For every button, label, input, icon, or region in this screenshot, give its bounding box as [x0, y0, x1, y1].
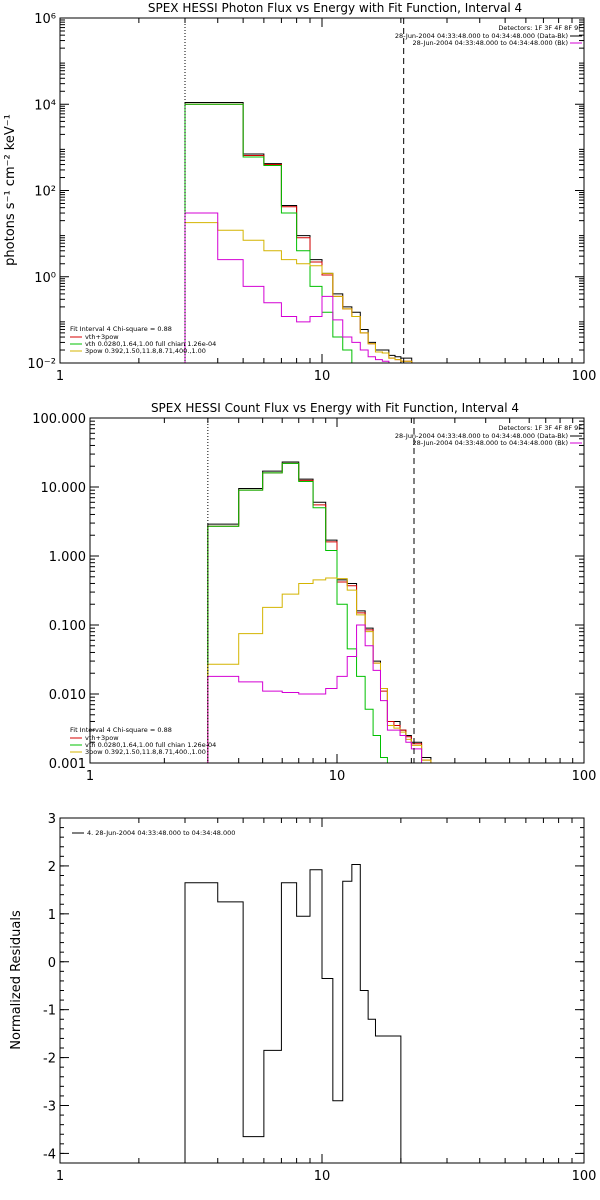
plot-frame — [89, 417, 585, 764]
count-flux-chart: SPEX HESSI Count Flux vs Energy with Fit… — [32, 401, 596, 784]
x-tick-label: 10 — [314, 1169, 331, 1184]
series-lines — [184, 101, 422, 364]
y-tick-label: -3 — [43, 1100, 56, 1115]
x-tick-label: 1 — [56, 369, 64, 384]
y-tick-label: 100.000 — [32, 412, 86, 427]
legend-entry-data: 28-Jun-2004 04:33:48.000 to 04:34:48.000… — [395, 32, 568, 40]
y-tick-label: 10.000 — [41, 481, 87, 496]
fit-entry: vth+3pow — [85, 734, 119, 742]
y-axis-label: Normalized Residuals — [9, 910, 24, 1050]
series-line-vth-3pow — [207, 462, 432, 763]
legend-header: Detectors: 1F 3F 4F 8F 9F — [498, 24, 582, 32]
series-line-4 — [184, 863, 402, 1163]
x-tick-label: 100 — [572, 769, 597, 784]
plot-frame — [59, 817, 585, 1164]
x-tick-label: 1 — [56, 1169, 64, 1184]
fit-legend: Fit Interval 4 Chi-square = 0.88 vth+3po… — [70, 726, 216, 756]
x-tick-label: 10 — [314, 369, 331, 384]
tick-labels: 1 10 100 -4 -3 -2 -1 0 1 2 3 — [43, 812, 596, 1184]
legend: 4. 28-Jun-2004 04:33:48.000 to 04:34:48.… — [72, 829, 235, 837]
y-tick-label: 0.010 — [49, 688, 86, 703]
series-lines — [184, 863, 402, 1163]
series-line-3pow — [184, 222, 422, 364]
plot-frame — [59, 17, 585, 364]
series-line-vth — [184, 103, 422, 364]
y-tick-label: 3 — [48, 812, 56, 827]
y-tick-label: 1.000 — [49, 550, 86, 565]
reference-lines — [207, 418, 415, 763]
chart-title: SPEX HESSI Photon Flux vs Energy with Fi… — [148, 1, 522, 15]
reference-lines — [184, 18, 405, 363]
y-tick-label: 0.001 — [49, 757, 86, 772]
fit-entry: vth 0.0280,1.64,1.00 full chian 1.26e-04 — [85, 340, 216, 348]
y-tick-label: 10⁰ — [34, 271, 56, 286]
fit-header: Fit Interval 4 Chi-square = 0.88 — [70, 726, 172, 734]
chart-title: SPEX HESSI Count Flux vs Energy with Fit… — [151, 401, 519, 415]
series-line-bk — [184, 212, 422, 364]
y-tick-label: 10² — [34, 185, 56, 200]
legend: Detectors: 1F 3F 4F 8F 9F 28-Jun-2004 04… — [395, 24, 582, 47]
series-lines — [207, 461, 432, 764]
fit-header: Fit Interval 4 Chi-square = 0.88 — [70, 325, 172, 333]
series-line-data-bk — [207, 461, 432, 763]
legend-entry-data: 28-Jun-2004 04:33:48.000 to 04:34:48.000… — [395, 432, 568, 440]
y-tick-label: 1 — [48, 908, 56, 923]
tick-labels: 1 10 100 10⁻² 10⁰ 10² 10⁴ 10⁶ — [27, 12, 596, 384]
y-tick-label: -2 — [43, 1052, 56, 1067]
photon-flux-chart: SPEX HESSI Photon Flux vs Energy with Fi… — [3, 1, 596, 384]
fit-legend: Fit Interval 4 Chi-square = 0.88 vth+3po… — [70, 325, 216, 355]
legend-entry: 4. 28-Jun-2004 04:33:48.000 to 04:34:48.… — [87, 829, 235, 837]
fit-entry: vth 0.0280,1.64,1.00 full chian 1.26e-04 — [85, 741, 216, 749]
legend: Detectors: 1F 3F 4F 8F 9F 28-Jun-2004 04… — [395, 424, 582, 447]
x-tick-label: 10 — [329, 769, 346, 784]
x-tick-label: 100 — [572, 1169, 597, 1184]
series-line-data-bk — [184, 101, 422, 364]
legend-entry-bk: 28-Jun-2004 04:33:48.000 to 04:34:48.000… — [413, 439, 568, 447]
y-axis-label: photons s⁻¹ cm⁻² keV⁻¹ — [3, 114, 18, 266]
y-tick-label: 10⁶ — [34, 12, 56, 27]
y-tick-label: 2 — [48, 860, 56, 875]
y-tick-label: 10⁴ — [34, 98, 56, 113]
series-line-bk — [207, 624, 431, 764]
x-tick-label: 1 — [86, 769, 94, 784]
y-tick-label: 0 — [48, 956, 56, 971]
y-tick-label: -1 — [43, 1004, 56, 1019]
residuals-chart: Normalized Residuals 1 10 100-4-3-2-10123 … — [9, 812, 596, 1184]
fit-entry: 3pow 0.392,1.50,11.8,8.71,400.,1.00 — [85, 347, 206, 355]
legend-entry-bk: 28-Jun-2004 04:33:48.000 to 04:34:48.000… — [413, 39, 568, 47]
y-tick-label: -4 — [43, 1147, 56, 1162]
x-tick-label: 100 — [572, 369, 597, 384]
y-tick-label: 10⁻² — [27, 357, 56, 372]
y-tick-label: 0.100 — [49, 619, 86, 634]
legend-header: Detectors: 1F 3F 4F 8F 9F — [498, 424, 582, 432]
series-line-vth — [207, 462, 431, 764]
fit-entry: 3pow 0.392,1.50,11.8,8.71,400.,1.00 — [85, 748, 206, 756]
series-line-3pow — [207, 577, 432, 763]
fit-entry: vth+3pow — [85, 333, 119, 341]
series-line-vth-3pow — [184, 103, 422, 364]
